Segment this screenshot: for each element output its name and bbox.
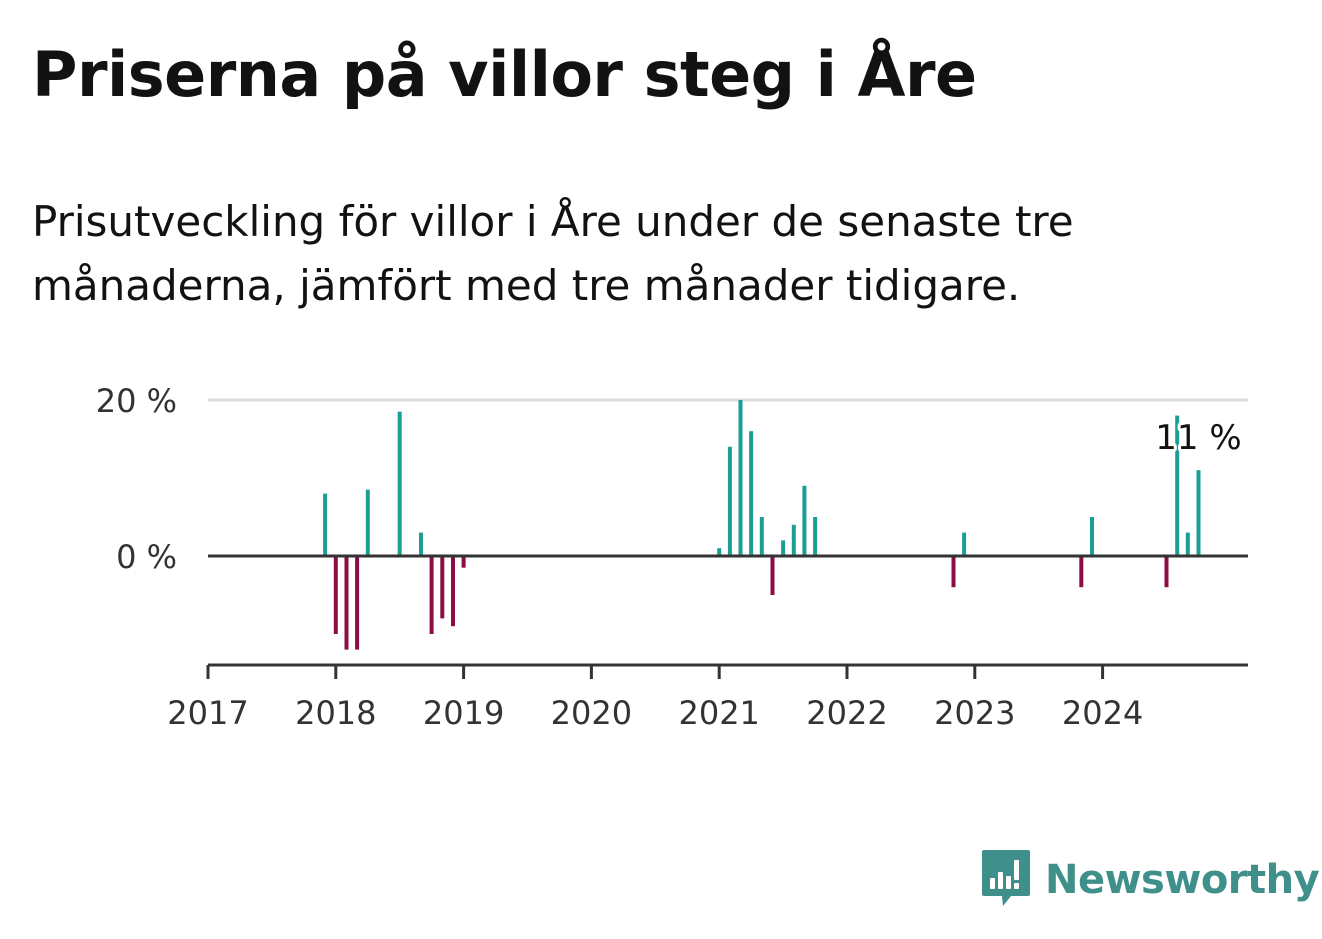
bar xyxy=(333,556,338,634)
bar xyxy=(451,556,455,627)
x-tick-label: 2021 xyxy=(678,694,759,732)
bar xyxy=(1079,556,1084,588)
chart-subtitle: Prisutveckling för villor i Åre under de… xyxy=(32,190,1232,318)
bar xyxy=(1090,517,1094,556)
x-tick-label: 2022 xyxy=(806,694,887,732)
bar xyxy=(365,489,370,556)
x-tick-label: 2017 xyxy=(167,694,248,732)
subtitle-line-1: Prisutveckling för villor i Åre under de… xyxy=(32,197,1074,246)
bar xyxy=(717,548,722,556)
value-annotation: 11 % xyxy=(1155,418,1241,458)
y-tick-label: 20 % xyxy=(96,382,177,420)
bar xyxy=(397,411,402,556)
bar xyxy=(440,556,445,619)
bar xyxy=(1175,415,1180,556)
bar xyxy=(781,540,786,556)
bar xyxy=(759,517,764,556)
bar xyxy=(323,493,328,556)
bar xyxy=(461,556,466,568)
newsworthy-logo: Newsworthy xyxy=(981,848,1320,912)
bar xyxy=(344,556,349,650)
bar xyxy=(419,532,423,556)
bar-chart-speech-bubble-icon xyxy=(981,848,1031,912)
subtitle-line-2: månaderna, jämfört med tre månader tidig… xyxy=(32,261,1021,310)
bar xyxy=(1185,532,1190,556)
x-tick-label: 2018 xyxy=(295,694,376,732)
bar xyxy=(802,485,807,556)
bar xyxy=(813,517,818,556)
bar xyxy=(770,556,775,595)
bar xyxy=(951,556,956,588)
bar xyxy=(962,532,967,556)
x-tick-label: 2023 xyxy=(934,694,1015,732)
x-tick-label: 2019 xyxy=(423,694,504,732)
x-tick-label: 2024 xyxy=(1062,694,1143,732)
bar xyxy=(727,446,732,556)
y-tick-label: 0 % xyxy=(116,538,177,576)
bar xyxy=(355,556,360,650)
brand-name: Newsworthy xyxy=(1045,857,1320,903)
bar xyxy=(429,556,434,634)
bar xyxy=(1164,556,1169,588)
bar xyxy=(738,400,743,556)
x-tick-label: 2020 xyxy=(551,694,632,732)
bar xyxy=(791,524,796,556)
bar xyxy=(1196,470,1201,556)
chart-title: Priserna på villor steg i Åre xyxy=(32,38,977,111)
bar xyxy=(749,431,754,556)
